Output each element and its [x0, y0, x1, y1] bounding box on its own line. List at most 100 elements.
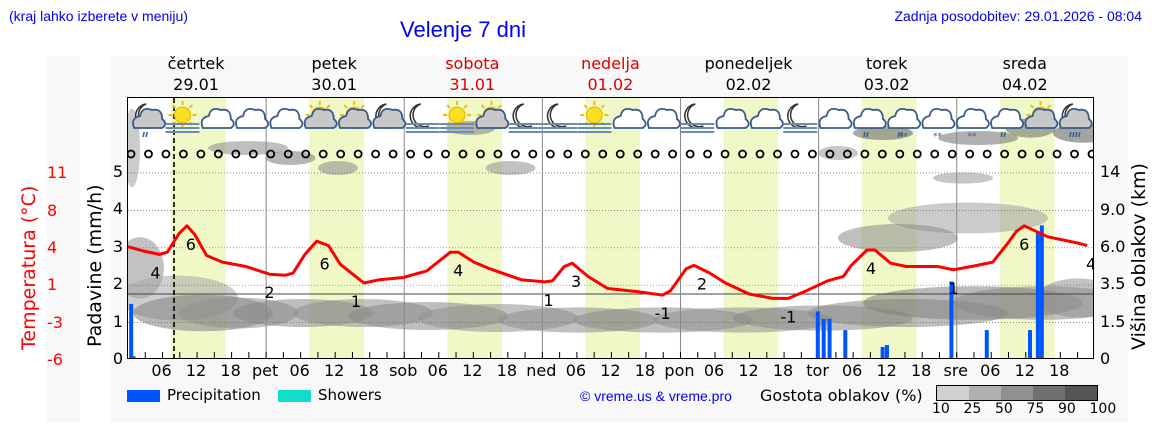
temperature-annotation: 6	[319, 255, 329, 274]
time-tick: 18	[220, 361, 241, 380]
cloud-height-tick: 0	[1100, 349, 1111, 368]
cloud-icon	[818, 107, 853, 129]
day-name: sreda	[1002, 54, 1047, 73]
day-name: nedelja	[581, 54, 640, 73]
calm-wind-icon	[947, 149, 957, 159]
cloud-rain-icon	[852, 107, 887, 138]
day-header: sobota 31.01	[402, 53, 542, 95]
calm-wind-icon	[685, 149, 695, 159]
moon-fog-icon	[680, 103, 715, 133]
calm-wind-icon	[1087, 149, 1093, 159]
moon-cloud-rain-icon	[132, 103, 167, 138]
moon-cloud-heavy-rain-icon	[1058, 103, 1093, 138]
calm-wind-icon	[458, 149, 468, 159]
cloud-height-tick: 1.5	[1100, 312, 1126, 331]
precipitation-bar	[1028, 330, 1033, 358]
precipitation-swatch	[127, 390, 160, 402]
time-tick: 18	[911, 361, 932, 380]
cloud-icon	[715, 107, 750, 129]
day-date: 01.02	[587, 75, 634, 94]
sun-cloud-icon	[1024, 101, 1059, 129]
calm-wind-icon	[128, 149, 136, 159]
temperature-line	[128, 224, 1088, 300]
calm-wind-icon	[423, 149, 433, 159]
density-tick: 25	[963, 401, 982, 417]
calm-wind-icon	[441, 149, 450, 159]
last-updated: Zadnja posodobitev: 29.01.2026 - 08:04	[894, 8, 1142, 24]
cloud-sleet-icon: **	[887, 107, 922, 142]
cloud-density-label: Gostota oblakov (%)	[760, 386, 923, 405]
sun-cloud-icon	[338, 101, 372, 129]
moon-fog-icon	[543, 103, 578, 133]
day-name: ponedeljek	[704, 54, 793, 73]
day-date: 29.01	[173, 75, 219, 94]
time-tick: 18	[772, 361, 794, 380]
time-tick: 18	[1049, 361, 1070, 380]
calm-wind-icon	[476, 149, 485, 159]
sun-cloud-icon	[303, 101, 338, 129]
day-header: nedelja 01.02	[540, 53, 680, 95]
svg-text:**: **	[933, 132, 943, 142]
precipitation-tick: 3	[112, 236, 123, 256]
cloud-density-layer	[128, 108, 1093, 333]
calm-wind-icon	[283, 149, 293, 159]
copyright-link[interactable]: © vreme.us & vreme.pro	[580, 388, 732, 404]
day-header: četrtek 29.01	[126, 53, 266, 95]
day-header: petek 30.01	[264, 53, 404, 95]
precipitation-bar	[815, 311, 820, 358]
calm-wind-icon	[580, 149, 590, 159]
precipitation-bar	[884, 345, 889, 358]
day-header: sreda 04.02	[955, 53, 1095, 95]
density-tick: 100	[1089, 401, 1117, 417]
calm-wind-icon	[633, 149, 643, 159]
calm-wind-icon	[1070, 149, 1079, 159]
precipitation-tick: 0	[112, 349, 123, 368]
calm-wind-icon	[248, 149, 258, 159]
calm-wind-icon	[510, 149, 520, 159]
calm-wind-icon	[301, 149, 311, 159]
time-tick: 12	[462, 361, 483, 380]
svg-text:**: **	[967, 132, 977, 142]
precipitation-bar	[1035, 232, 1040, 358]
cloud-height-axis-label: Višina oblakov (km)	[1128, 163, 1150, 350]
calm-wind-icon	[1017, 149, 1027, 159]
cloud-icon	[646, 107, 681, 129]
temperature-annotation: 1	[351, 292, 361, 311]
moon-fog-icon	[405, 103, 440, 133]
calm-wind-icon	[808, 149, 817, 159]
temperature-annotation: 6	[186, 235, 196, 254]
sun-cloud-icon	[475, 101, 510, 129]
calm-wind-icon	[738, 149, 747, 159]
sun-fog-icon	[577, 101, 612, 133]
temperature-annotation: 4	[453, 261, 463, 280]
time-tick: 06	[151, 361, 172, 380]
day-date: 31.01	[449, 75, 496, 94]
temperature-tick: 1	[47, 275, 58, 294]
calm-wind-icon	[371, 149, 381, 159]
day-header: ponedeljek 02.02	[679, 53, 819, 95]
temperature-tick: -3	[47, 313, 63, 332]
precipitation-bar	[880, 346, 885, 358]
precipitation-tick: 1	[112, 311, 123, 331]
time-tick: 06	[289, 361, 310, 380]
temperature-annotation: 1	[948, 279, 958, 298]
density-tick: 50	[995, 401, 1013, 417]
cloud-height-tick: 9.0	[1100, 200, 1126, 219]
day-date: 03.02	[863, 75, 910, 94]
day-name: torek	[865, 54, 908, 73]
time-tick: tor	[806, 361, 829, 380]
temperature-annotation: 2	[697, 274, 707, 293]
density-swatch	[969, 386, 1001, 400]
calm-wind-icon	[1052, 149, 1062, 159]
calm-wind-icon	[266, 149, 276, 159]
day-date: 04.02	[1001, 75, 1048, 94]
cloud-icon	[235, 107, 270, 129]
temperature-axis-panel	[46, 56, 80, 422]
calm-wind-icon	[703, 149, 712, 159]
day-header: torek 03.02	[817, 53, 957, 95]
time-tick: 18	[358, 361, 379, 380]
calm-wind-icon	[825, 149, 835, 159]
region-hint[interactable]: (kraj lahko izberete v meniju)	[9, 8, 188, 24]
temperature-annotation: 4	[866, 259, 876, 278]
